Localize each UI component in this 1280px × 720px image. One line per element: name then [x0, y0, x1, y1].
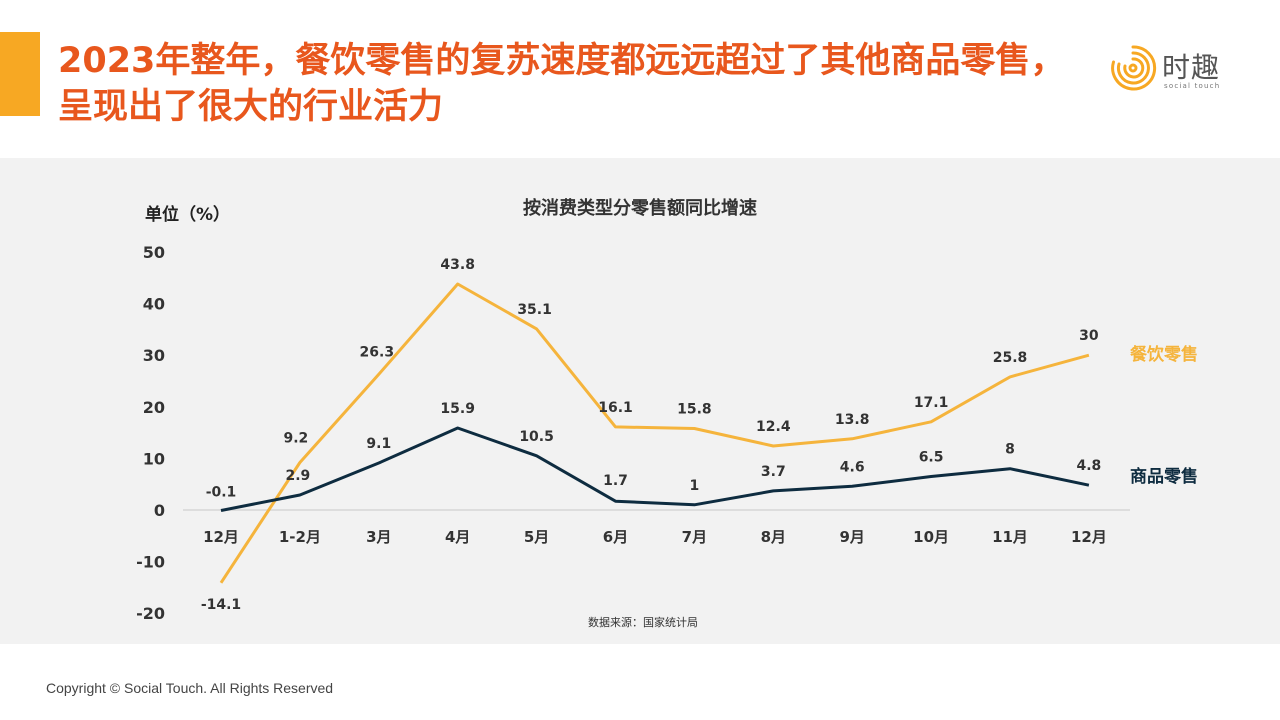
- legend-label: 商品零售: [1130, 466, 1198, 487]
- x-tick-label: 3月: [366, 528, 391, 546]
- y-axis-unit-label: 单位（%）: [145, 204, 230, 225]
- data-label: 15.8: [677, 401, 712, 417]
- data-label: -14.1: [201, 597, 241, 613]
- brand-logo: 时趣 social touch: [1108, 42, 1238, 96]
- data-source-note: 数据来源：国家统计局: [588, 615, 698, 629]
- y-tick-label: -10: [136, 553, 165, 572]
- x-tick-label: 12月: [203, 528, 239, 546]
- data-label: -0.1: [206, 485, 237, 501]
- x-tick-label: 9月: [839, 528, 864, 546]
- spiral-logo-icon: [1111, 45, 1157, 91]
- data-label: 30: [1079, 328, 1099, 344]
- data-label: 26.3: [360, 344, 395, 360]
- slide-headline: 2023年整年，餐饮零售的复苏速度都远远超过了其他商品零售，呈现出了很大的行业活…: [58, 41, 1066, 127]
- x-tick-label: 10月: [913, 528, 949, 546]
- data-label: 6.5: [919, 449, 944, 465]
- data-label: 43.8: [440, 257, 475, 273]
- x-tick-label: 7月: [682, 528, 707, 546]
- accent-bar: [0, 32, 40, 116]
- data-label: 15.9: [440, 401, 475, 417]
- data-label: 9.2: [283, 431, 308, 447]
- y-tick-label: 10: [143, 449, 165, 468]
- y-tick-label: 50: [143, 243, 165, 262]
- data-label: 9.1: [366, 436, 391, 452]
- x-tick-label: 5月: [524, 528, 549, 546]
- line-chart: 按消费类型分零售额同比增速 单位（%） 数据来源：国家统计局 50 40 30 20 1…: [136, 197, 1198, 629]
- x-tick-label: 12月: [1071, 528, 1107, 546]
- data-label: 3.7: [761, 464, 786, 480]
- data-label: 8: [1005, 442, 1015, 458]
- x-tick-label: 8月: [761, 528, 786, 546]
- data-label: 12.4: [756, 419, 791, 435]
- brand-name: 时趣: [1162, 51, 1221, 84]
- x-tick-label: 11月: [992, 528, 1028, 546]
- data-label: 2.9: [285, 468, 310, 484]
- data-label: 1.7: [603, 473, 628, 489]
- data-label: 4.8: [1076, 458, 1101, 474]
- data-label: 4.6: [840, 459, 865, 475]
- x-tick-label: 1-2月: [279, 528, 321, 546]
- data-label: 10.5: [519, 429, 554, 445]
- chart-panel: 按消费类型分零售额同比增速 单位（%） 数据来源：国家统计局 50 40 30 20 1…: [0, 158, 1280, 644]
- data-label: 25.8: [993, 350, 1028, 366]
- x-tick-label: 6月: [603, 528, 628, 546]
- series-line-catering: [219, 282, 1090, 584]
- y-tick-label: 40: [143, 295, 165, 314]
- data-label: 1: [690, 478, 700, 494]
- legend-label: 餐饮零售: [1130, 344, 1198, 365]
- y-tick-label: 20: [143, 398, 165, 417]
- data-label: 13.8: [835, 412, 870, 428]
- y-tick-label: 0: [154, 501, 165, 520]
- series-line-goods: [220, 426, 1090, 512]
- y-tick-label: -20: [136, 604, 165, 623]
- data-label: 16.1: [598, 400, 633, 416]
- brand-subtitle: social touch: [1164, 82, 1221, 90]
- x-tick-label: 4月: [445, 528, 470, 546]
- chart-title: 按消费类型分零售额同比增速: [523, 197, 757, 219]
- copyright-footer: Copyright © Social Touch. All Rights Res…: [46, 680, 334, 696]
- data-label: 17.1: [914, 395, 949, 411]
- data-label: 35.1: [517, 302, 552, 318]
- y-tick-label: 30: [143, 346, 165, 365]
